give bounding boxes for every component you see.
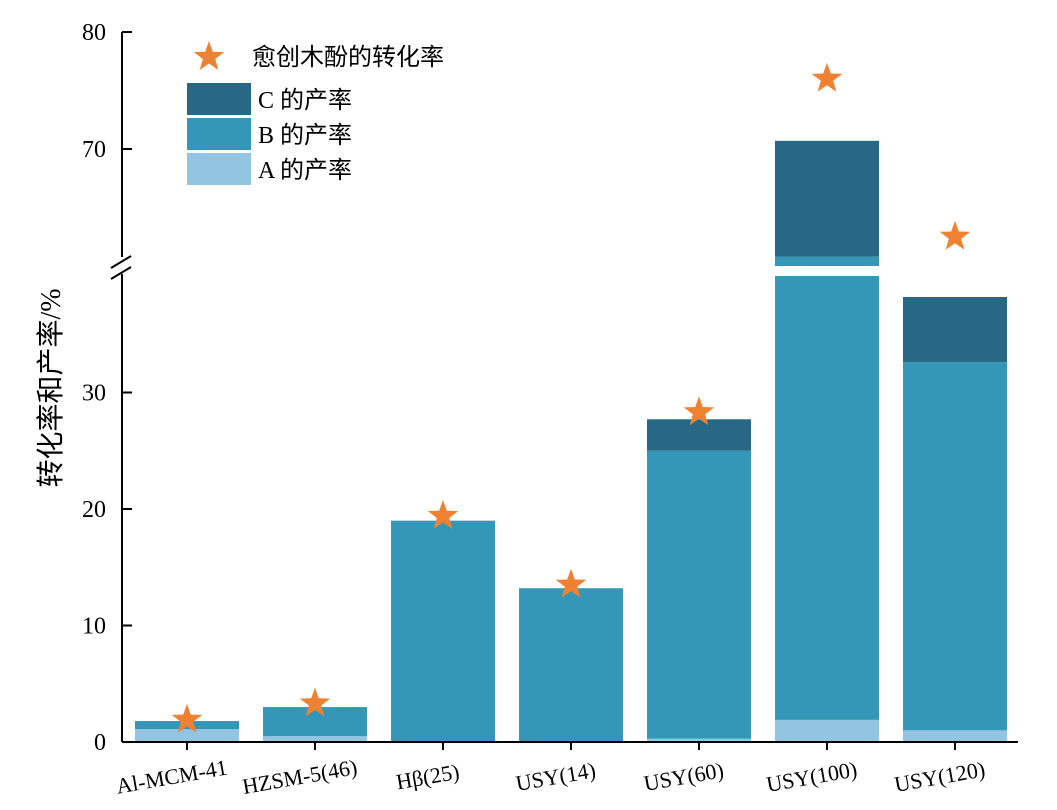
bar-5-b xyxy=(775,276,879,720)
conversion-marker-5 xyxy=(811,62,843,92)
bar-5-a xyxy=(775,719,879,742)
y-tick-label-1: 10 xyxy=(82,614,106,640)
bar-1-a xyxy=(263,736,367,742)
y-axis-label: 转化率和产率/% xyxy=(35,288,67,487)
conversion-marker-2 xyxy=(427,499,459,529)
x-category-label-5: USY(100) xyxy=(764,756,859,797)
x-category-label-4: USY(60) xyxy=(642,757,726,796)
x-category-labels: Al-MCM-41 HZSM-5(46) Hβ(25) USY(14) USY(60) U… xyxy=(114,754,987,799)
legend-swatch-a xyxy=(187,153,251,185)
legend-swatch-c xyxy=(187,83,251,115)
conversion-marker-3 xyxy=(555,568,587,598)
bar-4-b xyxy=(647,450,751,739)
legend: 愈创木酚的转化率 C 的产率 B 的产率 A 的产率 xyxy=(187,41,444,185)
bar-5-b-upper xyxy=(775,256,879,266)
conversion-marker-6 xyxy=(939,220,971,250)
legend-label-a: A 的产率 xyxy=(258,157,352,184)
legend-star-swatch xyxy=(193,41,225,70)
bar-6-b xyxy=(903,362,1007,731)
conversion-marker-4 xyxy=(683,396,715,426)
y-tick-label-4: 70 xyxy=(82,137,106,163)
y-tick-label-2: 20 xyxy=(82,497,106,523)
conversion-marker-0 xyxy=(171,703,203,733)
axis-break-mark-1 xyxy=(110,255,132,269)
bar-4-a xyxy=(647,738,751,742)
x-category-label-3: USY(14) xyxy=(514,757,598,796)
axis-break-mark-2 xyxy=(110,266,132,280)
legend-label-c: C 的产率 xyxy=(258,87,352,114)
conversion-marker-1 xyxy=(299,687,331,717)
y-ticks: 0 10 20 30 70 80 xyxy=(82,20,132,756)
bar-3-b xyxy=(519,588,623,742)
bar-4-c xyxy=(647,419,751,451)
y-tick-label-3: 30 xyxy=(82,381,106,407)
bar-6-c xyxy=(903,296,1007,363)
bar-5-c xyxy=(775,140,879,257)
bar-6-a xyxy=(903,730,1007,742)
x-category-label-2: Hβ(25) xyxy=(394,759,461,795)
bar-2-b xyxy=(391,520,495,742)
markers-layer xyxy=(171,62,971,733)
legend-label-conversion: 愈创木酚的转化率 xyxy=(252,44,444,71)
bar-1-b xyxy=(263,707,367,737)
x-category-label-0: Al-MCM-41 xyxy=(114,755,229,799)
bars-layer xyxy=(135,140,1007,750)
x-category-label-1: HZSM-5(46) xyxy=(240,754,359,799)
legend-label-b: B 的产率 xyxy=(258,122,352,149)
x-category-label-6: USY(120) xyxy=(892,756,987,797)
y-tick-label-0: 0 xyxy=(94,730,106,756)
y-tick-label-5: 80 xyxy=(82,20,106,46)
legend-swatch-b xyxy=(187,118,251,150)
bar-0-a xyxy=(135,729,239,742)
